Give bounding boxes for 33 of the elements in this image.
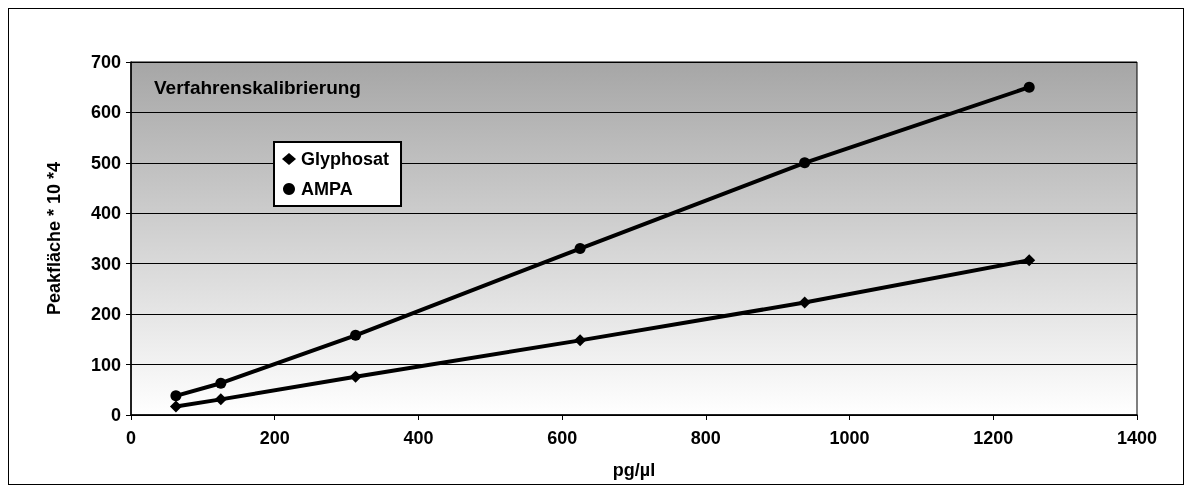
point: [350, 329, 362, 341]
y-tick-label: 400: [90, 203, 121, 224]
text: Verfahrenskalibrierung: [154, 77, 361, 98]
x-tick-label: 0: [125, 428, 137, 448]
y-tick-label: 100: [90, 354, 121, 375]
y-tick-label: 600: [90, 102, 121, 123]
point: [169, 400, 182, 413]
x-tick-label: 1000: [829, 428, 870, 448]
x-tick-label: 1400: [1116, 428, 1158, 448]
x-tick-label: 600: [547, 428, 578, 448]
y-tick-label: 200: [90, 304, 121, 325]
point: [349, 370, 362, 383]
point: [799, 157, 811, 169]
point: [170, 390, 182, 402]
y-tick-label: 300: [90, 253, 121, 274]
x-tick-label: 400: [403, 428, 434, 448]
point: [214, 393, 227, 406]
x-axis-title: pg/µl: [612, 460, 656, 480]
point: [574, 334, 587, 347]
x-tick-label: 1200: [973, 428, 1014, 448]
point: [1023, 81, 1035, 93]
y-tick-label: 0: [110, 405, 121, 425]
y-tick-label: 700: [90, 52, 121, 72]
point: [798, 296, 811, 309]
point: [215, 377, 227, 389]
y-tick-label: 500: [90, 152, 121, 173]
y-axis-title: Peakfläche * 10 *4: [44, 161, 64, 316]
point: [574, 243, 586, 255]
point: [1023, 254, 1036, 267]
x-tick-label: 200: [259, 428, 290, 448]
x-tick-label: 800: [690, 428, 721, 448]
legend-label: AMPA: [301, 179, 353, 199]
legend-label: Glyphosat: [301, 149, 390, 169]
